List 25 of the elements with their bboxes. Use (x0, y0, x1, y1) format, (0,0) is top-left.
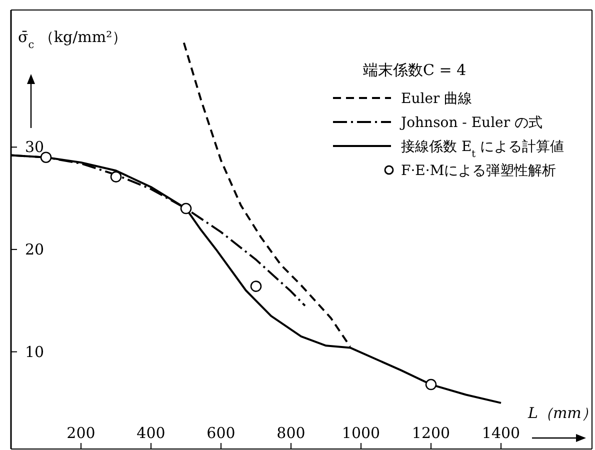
legend-item: 接線係数 E$_{t}$ による計算値 (333, 139, 564, 160)
x-tick-label: 1200 (412, 424, 450, 442)
x-tick-label: 400 (136, 424, 166, 442)
legend-label: Johnson - Euler の式 (399, 115, 542, 131)
x-tick-label: 200 (66, 424, 96, 442)
legend-item: F·E·Mによる弾塑性解析 (384, 163, 556, 179)
legend-item: Euler 曲線 (333, 91, 472, 107)
point (250, 280, 262, 292)
legend-title: 端末係数C = 4 (363, 61, 466, 79)
point (40, 152, 52, 164)
y-tick-label: 30 (25, 138, 44, 156)
y-axis-title: σ̄$_{c}$ （kg/mm²） (18, 28, 128, 51)
x-axis-title: L（mm） (527, 404, 595, 422)
x-tick-label: 600 (206, 424, 236, 442)
y-tick-label: 10 (25, 342, 44, 361)
point (110, 171, 122, 182)
point (180, 202, 192, 214)
point (425, 378, 437, 390)
x-tick-label: 1400 (482, 424, 520, 442)
x-tick-label: 1000 (342, 424, 380, 442)
x-tick-label: 800 (276, 424, 306, 442)
legend-label: Euler 曲線 (401, 91, 472, 107)
y-tick-label: 20 (25, 240, 44, 258)
legend-item: Johnson - Euler の式 (333, 115, 542, 131)
legend-label: 接線係数 E$_{t}$ による計算値 (401, 139, 564, 160)
